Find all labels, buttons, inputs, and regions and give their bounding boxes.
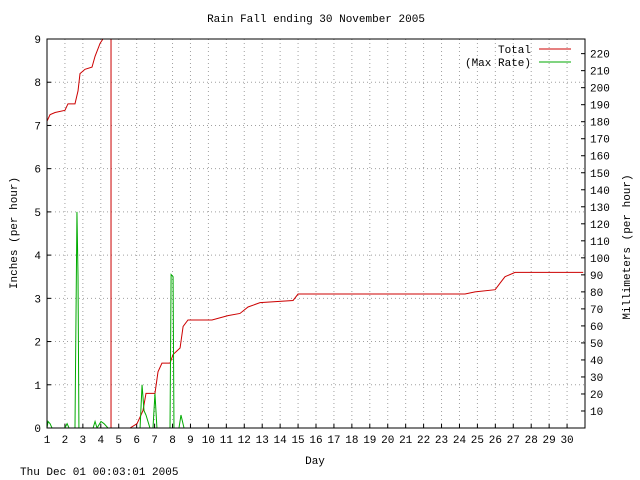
x-tick-label: 6 (133, 435, 140, 447)
x-tick-label: 26 (489, 435, 502, 447)
y-tick-label: 8 (34, 78, 41, 90)
x-tick-label: 23 (435, 435, 448, 447)
x-tick-label: 27 (507, 435, 520, 447)
timestamp: Thu Dec 01 00:03:01 2005 (20, 467, 178, 479)
y2-tick-label: 210 (590, 67, 610, 79)
x-tick-label: 11 (220, 435, 234, 447)
y2-axis-label: Millimeters (per hour) (622, 174, 634, 319)
y-tick-label: 1 (34, 381, 41, 393)
series-line (47, 38, 584, 428)
x-tick-label: 18 (345, 435, 358, 447)
x-tick-label: 13 (256, 435, 269, 447)
y2-tick-label: 190 (590, 101, 610, 113)
y2-tick-label: 70 (590, 305, 603, 317)
plot-frame (46, 38, 586, 429)
y2-tick-label: 130 (590, 203, 610, 215)
y-tick-label: 2 (34, 338, 41, 350)
x-tick-label: 9 (187, 435, 194, 447)
y2-tick-label: 60 (590, 322, 603, 334)
x-tick-label: 30 (560, 435, 573, 447)
x-tick-label: 19 (363, 435, 376, 447)
x-tick-label: 8 (169, 435, 176, 447)
x-tick-label: 7 (151, 435, 158, 447)
y-tick-label: 3 (34, 294, 41, 306)
y2-tick-label: 80 (590, 288, 603, 300)
y-axis-label: Inches (per hour) (9, 177, 21, 289)
x-tick-label: 25 (471, 435, 484, 447)
y2-tick-label: 90 (590, 271, 603, 283)
x-tick-label: 14 (274, 435, 288, 447)
y2-tick-label: 20 (590, 390, 603, 402)
x-tick-label: 20 (381, 435, 394, 447)
y-tick-label: 7 (34, 121, 41, 133)
y2-tick-label: 100 (590, 254, 610, 266)
y2-tick-label: 180 (590, 118, 610, 130)
x-tick-label: 1 (44, 435, 51, 447)
y2-tick-label: 40 (590, 356, 603, 368)
y2-tick-label: 10 (590, 407, 603, 419)
y-tick-label: 4 (34, 251, 41, 263)
x-tick-label: 12 (238, 435, 251, 447)
x-tick-label: 21 (399, 435, 413, 447)
y2-tick-label: 170 (590, 135, 610, 147)
y-tick-label: 5 (34, 208, 41, 220)
y-tick-label: 9 (34, 35, 41, 47)
y2-tick-label: 110 (590, 237, 610, 249)
y2-tick-label: 50 (590, 339, 603, 351)
x-tick-label: 16 (309, 435, 322, 447)
y2-tick-label: 140 (590, 186, 610, 198)
x-tick-label: 5 (115, 435, 122, 447)
x-tick-label: 15 (291, 435, 304, 447)
y2-tick-label: 220 (590, 50, 610, 62)
x-tick-label: 28 (525, 435, 538, 447)
x-tick-label: 17 (327, 435, 340, 447)
x-tick-label: 22 (417, 435, 430, 447)
x-tick-label: 2 (62, 435, 69, 447)
x-tick-label: 24 (453, 435, 467, 447)
legend-label: Total (498, 45, 531, 57)
x-tick-label: 3 (80, 435, 87, 447)
y2-tick-label: 160 (590, 152, 610, 164)
y2-tick-label: 120 (590, 220, 610, 232)
y2-tick-label: 200 (590, 84, 610, 96)
x-tick-label: 10 (202, 435, 215, 447)
chart-title: Rain Fall ending 30 November 2005 (207, 14, 425, 26)
y-tick-label: 0 (34, 424, 41, 436)
y2-tick-label: 150 (590, 169, 610, 181)
y2-tick-label: 30 (590, 373, 603, 385)
x-axis-label: Day (305, 456, 325, 468)
legend-label: (Max Rate) (465, 58, 531, 70)
x-tick-label: 29 (543, 435, 556, 447)
x-tick-label: 4 (97, 435, 104, 447)
y-tick-label: 6 (34, 165, 41, 177)
series-line (47, 211, 584, 428)
